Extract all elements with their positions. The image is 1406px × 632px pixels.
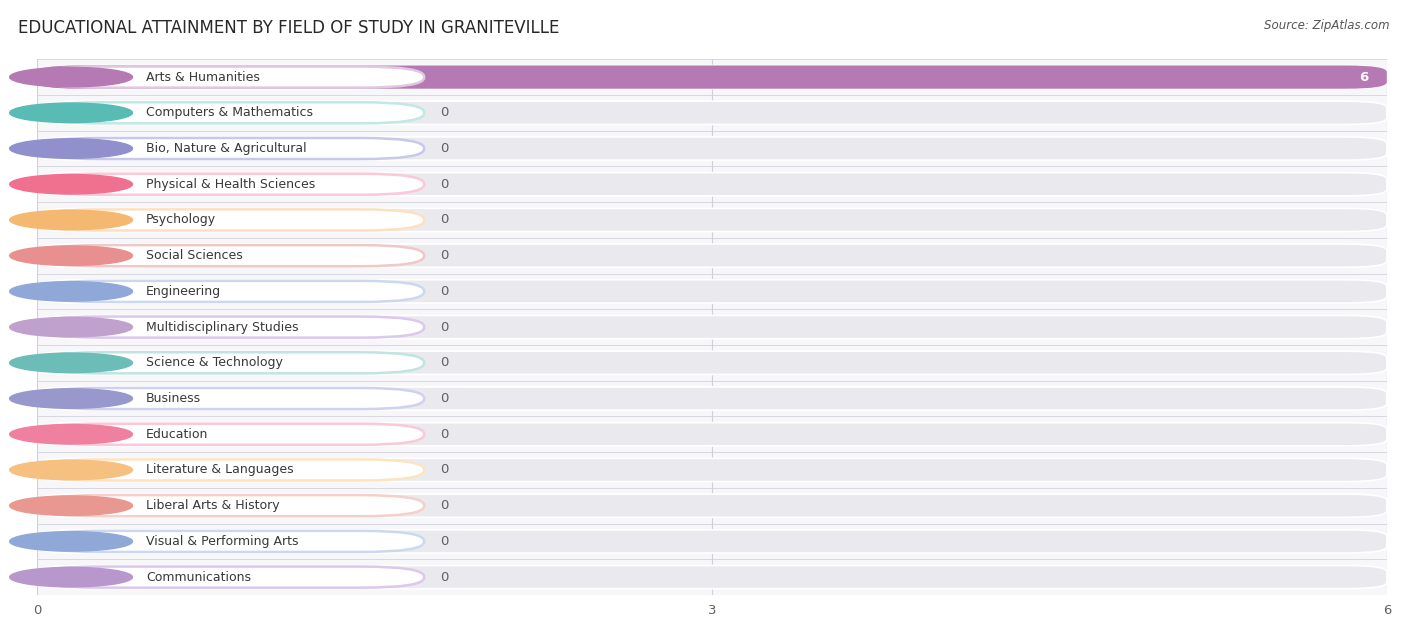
Circle shape	[10, 246, 132, 265]
Circle shape	[10, 568, 132, 587]
Text: Bio, Nature & Agricultural: Bio, Nature & Agricultural	[146, 142, 307, 155]
Text: Literature & Languages: Literature & Languages	[146, 463, 294, 477]
FancyBboxPatch shape	[38, 315, 1386, 339]
FancyBboxPatch shape	[38, 244, 1386, 267]
FancyBboxPatch shape	[38, 66, 1386, 88]
Circle shape	[10, 139, 132, 158]
Circle shape	[10, 389, 132, 408]
FancyBboxPatch shape	[38, 138, 425, 159]
Text: 0: 0	[440, 535, 449, 548]
FancyBboxPatch shape	[38, 352, 425, 374]
Circle shape	[10, 425, 132, 444]
Text: Engineering: Engineering	[146, 285, 221, 298]
Text: Computers & Mathematics: Computers & Mathematics	[146, 106, 314, 119]
FancyBboxPatch shape	[38, 458, 1386, 482]
Text: 0: 0	[440, 320, 449, 334]
Text: 0: 0	[440, 285, 449, 298]
Text: 0: 0	[440, 142, 449, 155]
Text: 0: 0	[440, 428, 449, 441]
Text: 0: 0	[440, 214, 449, 226]
Circle shape	[10, 210, 132, 229]
FancyBboxPatch shape	[38, 494, 1386, 517]
FancyBboxPatch shape	[38, 173, 1386, 196]
FancyBboxPatch shape	[38, 531, 425, 552]
FancyBboxPatch shape	[38, 317, 425, 337]
Text: 0: 0	[440, 463, 449, 477]
FancyBboxPatch shape	[38, 351, 1386, 374]
Text: Arts & Humanities: Arts & Humanities	[146, 71, 260, 83]
Text: Social Sciences: Social Sciences	[146, 249, 243, 262]
Text: Communications: Communications	[146, 571, 252, 583]
FancyBboxPatch shape	[38, 209, 425, 231]
Text: 0: 0	[440, 249, 449, 262]
Text: 0: 0	[440, 499, 449, 512]
Text: Psychology: Psychology	[146, 214, 217, 226]
Text: Multidisciplinary Studies: Multidisciplinary Studies	[146, 320, 298, 334]
Circle shape	[10, 68, 132, 87]
Circle shape	[10, 174, 132, 194]
FancyBboxPatch shape	[38, 423, 425, 445]
Circle shape	[10, 103, 132, 123]
Text: Physical & Health Sciences: Physical & Health Sciences	[146, 178, 315, 191]
Circle shape	[10, 282, 132, 301]
Text: EDUCATIONAL ATTAINMENT BY FIELD OF STUDY IN GRANITEVILLE: EDUCATIONAL ATTAINMENT BY FIELD OF STUDY…	[18, 19, 560, 37]
FancyBboxPatch shape	[38, 245, 425, 266]
Text: 0: 0	[440, 178, 449, 191]
Text: Science & Technology: Science & Technology	[146, 356, 283, 369]
FancyBboxPatch shape	[38, 423, 1386, 446]
FancyBboxPatch shape	[38, 102, 425, 123]
Circle shape	[10, 353, 132, 373]
Text: Education: Education	[146, 428, 208, 441]
FancyBboxPatch shape	[38, 137, 1386, 160]
Text: 0: 0	[440, 356, 449, 369]
FancyBboxPatch shape	[38, 566, 425, 588]
FancyBboxPatch shape	[38, 281, 425, 302]
Circle shape	[10, 496, 132, 516]
FancyBboxPatch shape	[38, 387, 1386, 410]
Text: Visual & Performing Arts: Visual & Performing Arts	[146, 535, 298, 548]
Circle shape	[10, 532, 132, 551]
Circle shape	[10, 317, 132, 337]
FancyBboxPatch shape	[38, 174, 425, 195]
FancyBboxPatch shape	[38, 459, 425, 480]
FancyBboxPatch shape	[38, 388, 425, 409]
FancyBboxPatch shape	[38, 530, 1386, 553]
FancyBboxPatch shape	[38, 66, 425, 88]
Text: Liberal Arts & History: Liberal Arts & History	[146, 499, 280, 512]
FancyBboxPatch shape	[38, 566, 1386, 589]
FancyBboxPatch shape	[38, 495, 425, 516]
FancyBboxPatch shape	[38, 209, 1386, 231]
FancyBboxPatch shape	[38, 280, 1386, 303]
Circle shape	[10, 460, 132, 480]
Text: 0: 0	[440, 392, 449, 405]
Text: Source: ZipAtlas.com: Source: ZipAtlas.com	[1264, 19, 1389, 32]
FancyBboxPatch shape	[38, 66, 1386, 88]
Text: 0: 0	[440, 571, 449, 583]
FancyBboxPatch shape	[38, 101, 1386, 125]
Text: 0: 0	[440, 106, 449, 119]
Text: 6: 6	[1360, 71, 1369, 83]
Text: Business: Business	[146, 392, 201, 405]
